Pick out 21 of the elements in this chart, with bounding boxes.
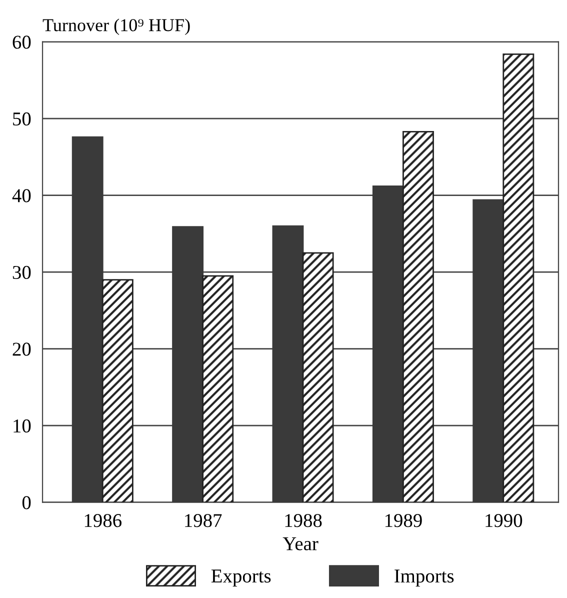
bar [102,279,134,502]
y-tick-label: 0 [22,496,31,510]
x-tick-label: 1988 [285,514,322,528]
bar [502,53,534,502]
bar [302,252,334,502]
bar [402,130,434,502]
y-tick-label: 40 [12,189,31,202]
y-tick-label: 10 [14,419,31,433]
x-tick-label: 1987 [185,514,222,528]
y-tick-label: 20 [12,342,31,356]
bar [202,275,234,502]
x-tick-label: 1986 [84,514,122,528]
y-tick-label: 30 [12,266,31,280]
y-tick-label: 60 [12,36,31,49]
y-axis-title: Turnover (10⁹ HUF) [42,18,190,35]
x-tick-label: 1989 [385,514,422,528]
y-tick-label: 50 [13,112,31,126]
x-tick-label: 1990 [486,514,522,528]
x-axis-title: Year [282,537,318,550]
legend-label: Exports [211,570,271,587]
legend-label: Imports [394,570,454,587]
